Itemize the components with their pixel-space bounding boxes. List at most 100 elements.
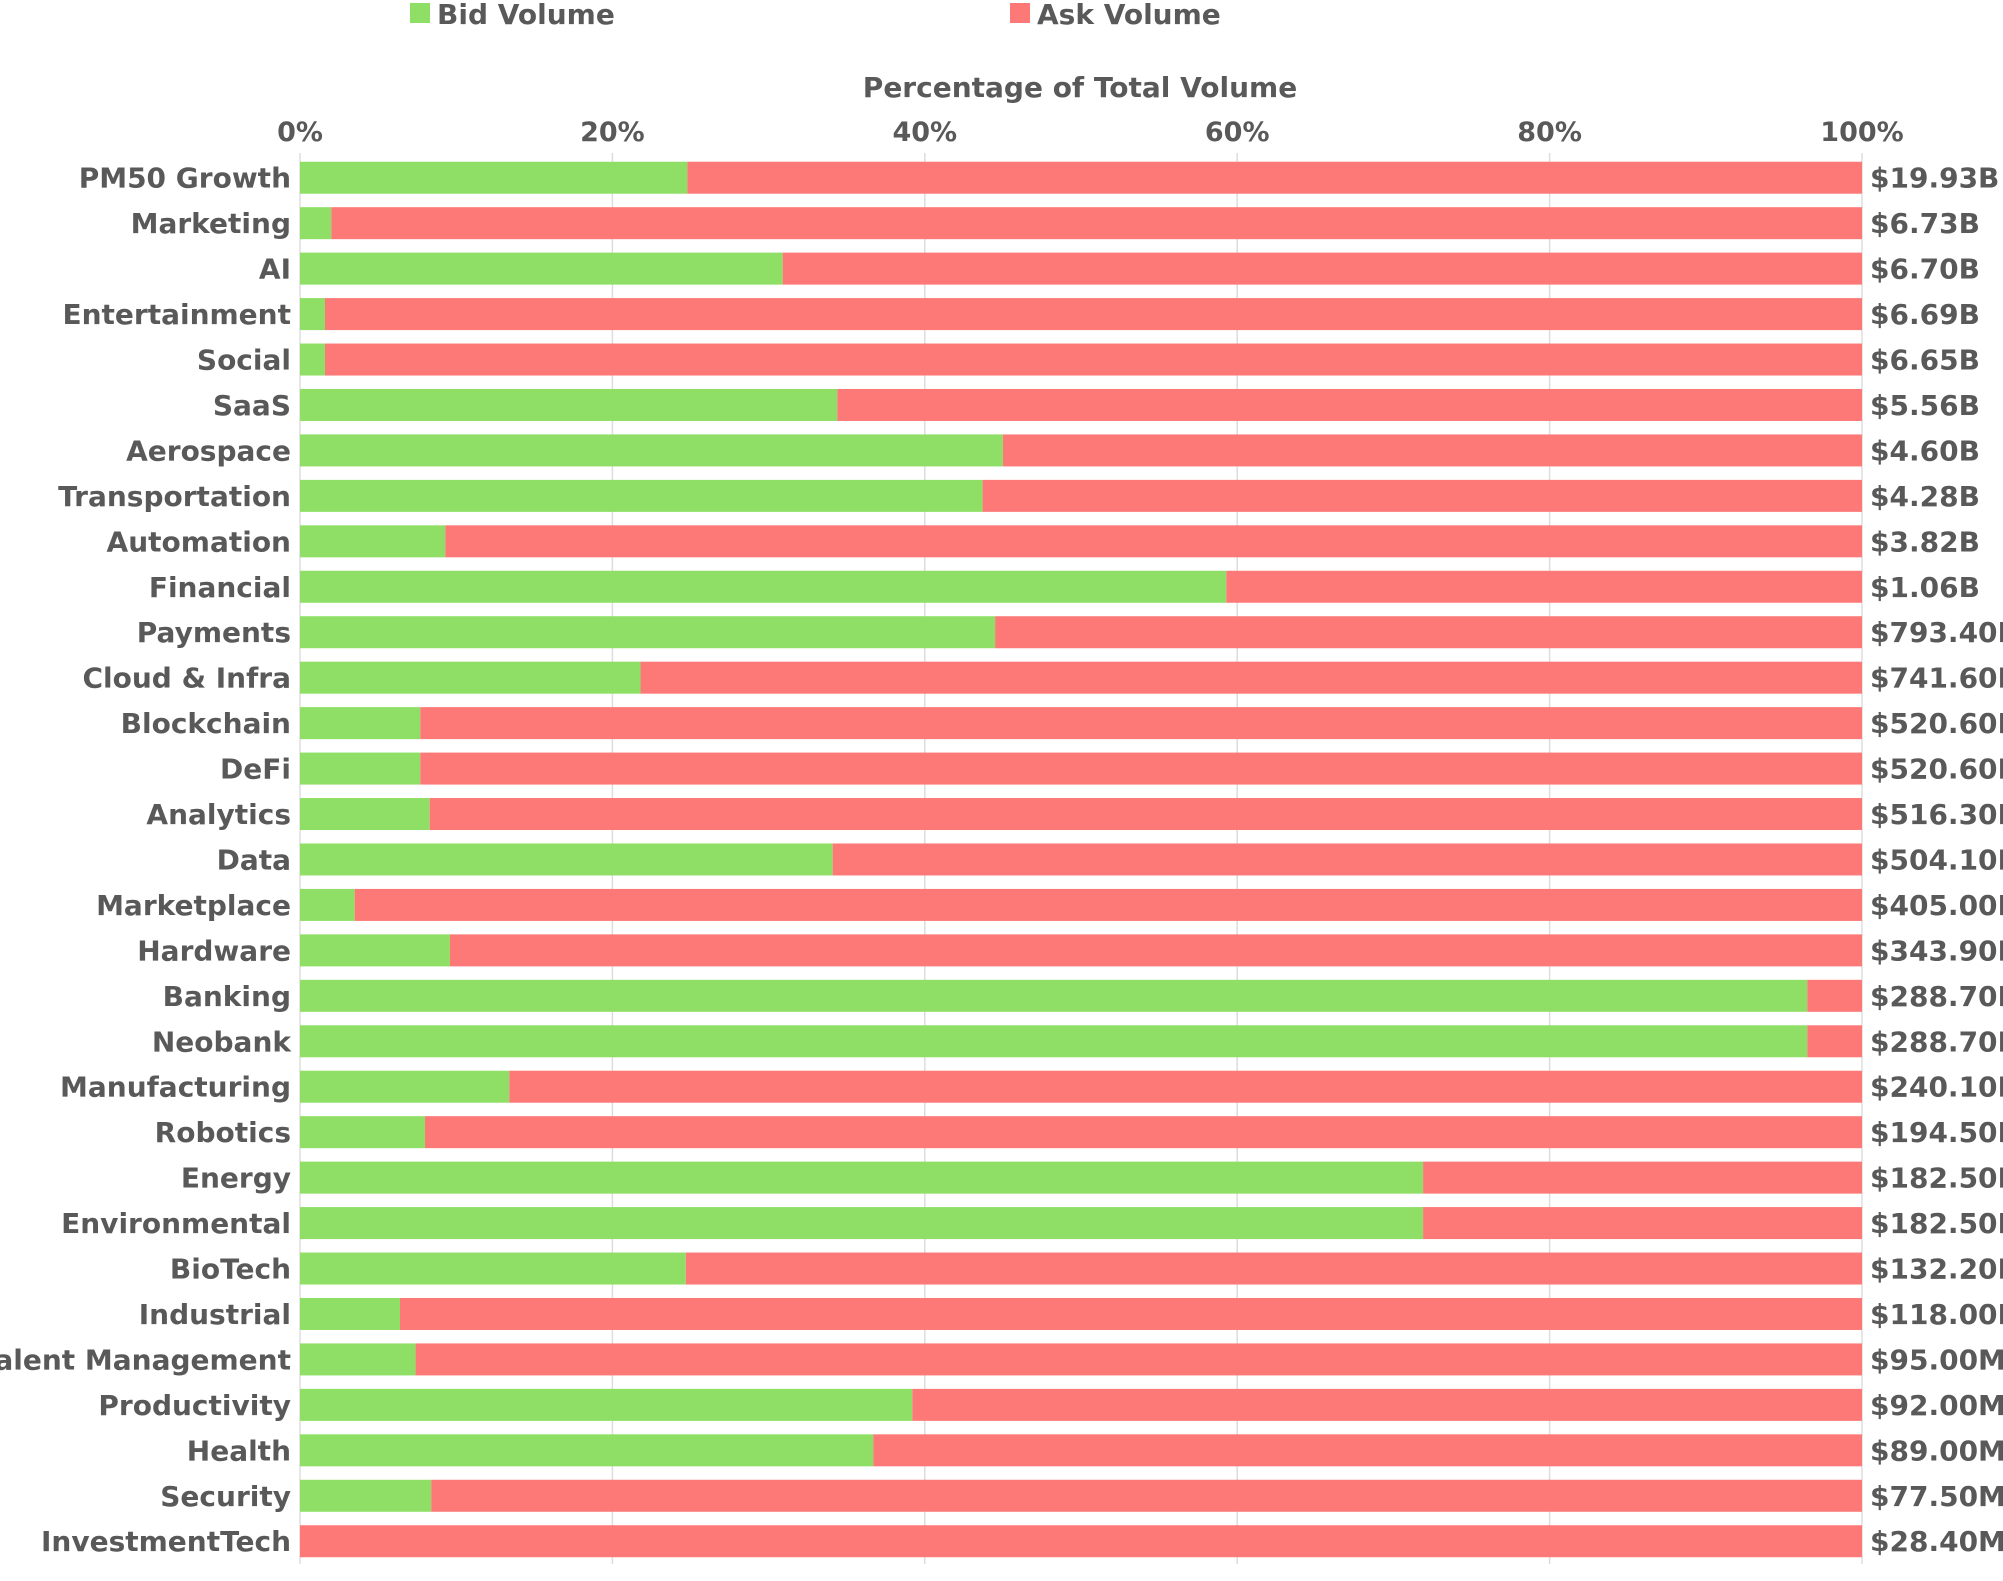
- total-label: $28.40M: [1870, 1525, 2003, 1558]
- category-label: SaaS: [213, 389, 291, 422]
- ask-bar: [300, 1525, 1862, 1558]
- total-label: $5.56B: [1870, 389, 1980, 422]
- ask-bar: [424, 1116, 1863, 1149]
- legend-label-ask-volume: Ask Volume: [1037, 0, 1221, 31]
- bar-row-financial: [300, 570, 1862, 603]
- bid-bar: [300, 388, 838, 421]
- bar-row-environmental: [300, 1207, 1862, 1240]
- category-label: Automation: [107, 525, 291, 558]
- category-label: Aerospace: [126, 434, 291, 467]
- bar-row-energy: [300, 1161, 1862, 1194]
- total-label: $520.60M: [1870, 753, 2003, 786]
- category-label: Productivity: [98, 1389, 291, 1422]
- bar-row-payments: [300, 616, 1862, 649]
- ask-bar: [445, 525, 1862, 558]
- category-label: Talent Management: [0, 1343, 291, 1376]
- bar-row-marketing: [300, 207, 1862, 240]
- total-label: $516.30M: [1870, 798, 2003, 831]
- bid-bar: [300, 479, 983, 512]
- total-label: $95.00M: [1870, 1343, 2003, 1376]
- bid-bar: [300, 298, 325, 331]
- ask-bar: [837, 388, 1862, 421]
- bid-bar: [300, 843, 833, 876]
- category-label: Energy: [181, 1162, 291, 1195]
- category-label: Neobank: [152, 1025, 293, 1058]
- bar-row-manufacturing: [300, 1070, 1863, 1103]
- x-tick-label: 0%: [277, 117, 323, 148]
- total-label: $405.00M: [1870, 889, 2003, 922]
- bid-bar: [300, 934, 450, 967]
- bid-bar: [300, 434, 1003, 467]
- bid-bar: [300, 1434, 874, 1467]
- x-axis-title: Percentage of Total Volume: [863, 71, 1297, 104]
- bar-row-aerospace: [300, 434, 1862, 467]
- total-label: $240.10M: [1870, 1071, 2003, 1104]
- total-label: $92.00M: [1870, 1389, 2003, 1422]
- legend-label-bid-volume: Bid Volume: [437, 0, 615, 31]
- category-label: Industrial: [139, 1298, 291, 1331]
- bid-bar: [300, 1343, 416, 1376]
- x-tick-label: 20%: [580, 117, 645, 148]
- x-axis-ticks: 0% 20% 40% 60% 80% 100%: [277, 117, 1904, 148]
- category-label: Marketplace: [96, 889, 291, 922]
- bid-bar: [300, 752, 421, 785]
- bid-bar: [300, 979, 1808, 1012]
- category-label: Manufacturing: [60, 1071, 291, 1104]
- bid-bar: [300, 207, 332, 240]
- x-tick-label: 60%: [1205, 117, 1270, 148]
- category-label: DeFi: [220, 753, 291, 786]
- bar-row-health: [300, 1434, 1862, 1467]
- total-label: $4.60B: [1870, 434, 1980, 467]
- bar-row-data: [300, 843, 1862, 876]
- total-label: $343.90M: [1870, 934, 2003, 967]
- ask-bar: [873, 1434, 1862, 1467]
- total-label: $194.50M: [1870, 1116, 2003, 1149]
- total-label: $77.50M: [1870, 1480, 2003, 1513]
- legend-swatch-bid-volume: [410, 3, 430, 23]
- bar-row-social: [300, 343, 1863, 376]
- ask-bar: [420, 752, 1863, 785]
- bid-bar: [300, 1161, 1424, 1194]
- total-label: $793.40M: [1870, 616, 2003, 649]
- bar-row-entertainment: [300, 298, 1863, 331]
- ask-bar: [685, 1252, 1863, 1285]
- total-label: $741.60M: [1870, 662, 2003, 695]
- ask-bar: [1226, 570, 1862, 603]
- ask-bar: [331, 207, 1862, 240]
- category-label: Cloud & Infra: [82, 662, 291, 695]
- total-label: $132.20M: [1870, 1253, 2003, 1286]
- bid-bar: [300, 1025, 1808, 1058]
- category-label: Data: [217, 843, 291, 876]
- bar-row-industrial: [300, 1297, 1862, 1330]
- bar-row-transportation: [300, 479, 1862, 512]
- x-tick-label: 40%: [892, 117, 957, 148]
- bid-bar: [300, 252, 783, 285]
- bid-bar: [300, 616, 996, 649]
- bar-row-pm50-growth: [300, 161, 1862, 194]
- ask-bar: [324, 298, 1863, 331]
- ask-bar: [420, 707, 1863, 740]
- total-label: $118.00M: [1870, 1298, 2003, 1331]
- bar-row-talent-management: [300, 1343, 1862, 1376]
- bid-bar: [300, 798, 430, 831]
- bid-bar: [300, 1479, 432, 1512]
- bid-bar: [300, 1252, 686, 1285]
- total-labels: $19.93B $6.73B $6.70B $6.69B $6.65B $5.56B $4.…: [1870, 162, 2003, 1558]
- category-label: Hardware: [137, 934, 291, 967]
- bid-bar: [300, 525, 446, 558]
- ask-bar: [509, 1070, 1863, 1103]
- ask-bar: [640, 661, 1862, 694]
- ask-bar: [449, 934, 1862, 967]
- total-label: $504.10M: [1870, 843, 2003, 876]
- ask-bar: [399, 1297, 1862, 1330]
- bid-bar: [300, 888, 355, 921]
- total-label: $1.06B: [1870, 571, 1980, 604]
- bar-row-investmenttech: [300, 1525, 1862, 1558]
- ask-bar: [415, 1343, 1862, 1376]
- ask-bar: [1807, 979, 1862, 1012]
- bid-bar: [300, 570, 1227, 603]
- ask-bar: [431, 1479, 1862, 1512]
- category-label: InvestmentTech: [41, 1525, 291, 1558]
- x-tick-label: 80%: [1517, 117, 1582, 148]
